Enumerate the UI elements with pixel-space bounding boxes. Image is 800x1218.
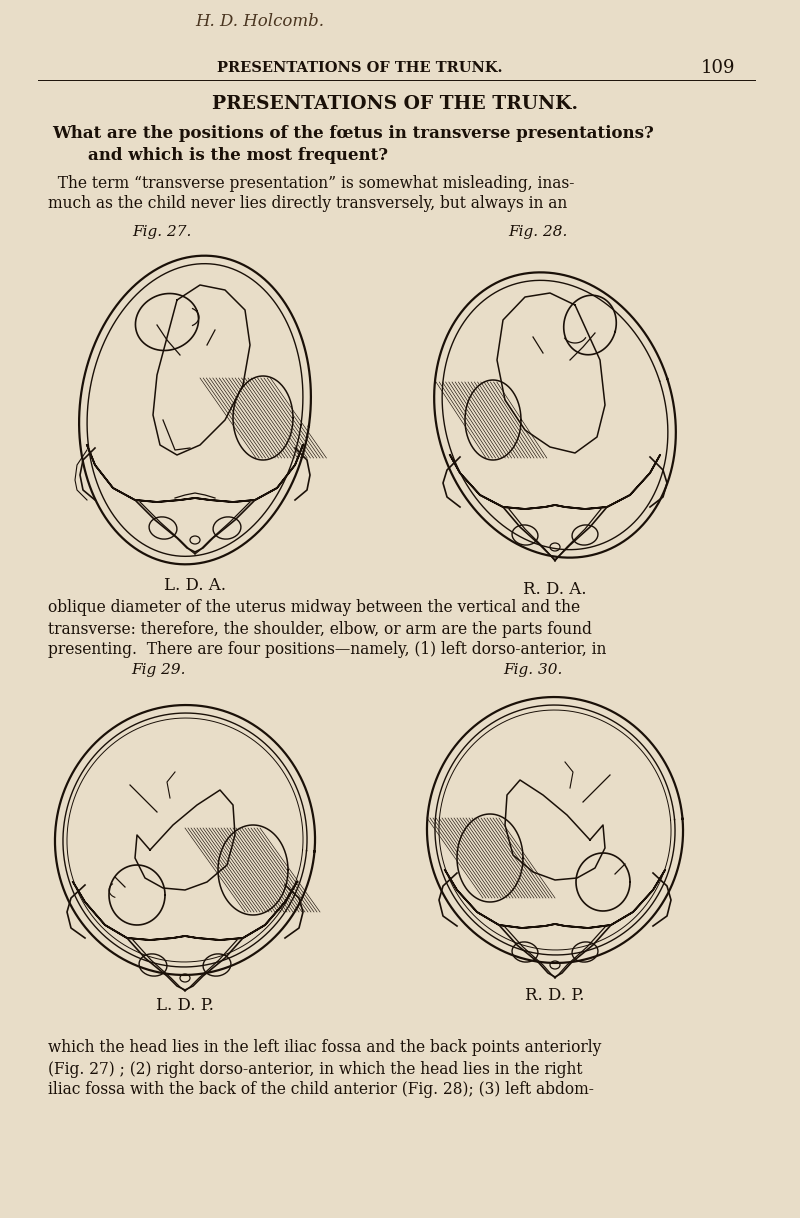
Text: PRESENTATIONS OF THE TRUNK.: PRESENTATIONS OF THE TRUNK. — [218, 61, 502, 76]
Text: iliac fossa with the back of the child anterior (Fig. 28); (3) left abdom-: iliac fossa with the back of the child a… — [48, 1082, 594, 1099]
Text: oblique diameter of the uterus midway between the vertical and the: oblique diameter of the uterus midway be… — [48, 599, 580, 616]
Text: and which is the most frequent?: and which is the most frequent? — [88, 146, 388, 163]
Text: Fig. 28.: Fig. 28. — [508, 225, 568, 239]
Text: transverse: therefore, the shoulder, elbow, or arm are the parts found: transverse: therefore, the shoulder, elb… — [48, 620, 592, 637]
Text: The term “transverse presentation” is somewhat misleading, inas-: The term “transverse presentation” is so… — [48, 174, 574, 191]
Text: Fig. 27.: Fig. 27. — [132, 225, 192, 239]
Text: Fig. 30.: Fig. 30. — [503, 663, 562, 677]
Text: (Fig. 27) ; (2) right dorso-anterior, in which the head lies in the right: (Fig. 27) ; (2) right dorso-anterior, in… — [48, 1061, 582, 1078]
Text: 109: 109 — [701, 58, 735, 77]
Text: L. D. A.: L. D. A. — [164, 576, 226, 593]
Text: Fig 29.: Fig 29. — [130, 663, 186, 677]
Text: which the head lies in the left iliac fossa and the back points anteriorly: which the head lies in the left iliac fo… — [48, 1039, 602, 1056]
Text: R. D. P.: R. D. P. — [526, 987, 585, 1004]
Text: R. D. A.: R. D. A. — [523, 581, 586, 598]
Text: H. D. Holcomb.: H. D. Holcomb. — [195, 13, 324, 30]
Text: L. D. P.: L. D. P. — [156, 996, 214, 1013]
Text: PRESENTATIONS OF THE TRUNK.: PRESENTATIONS OF THE TRUNK. — [212, 95, 578, 113]
Text: much as the child never lies directly transversely, but always in an: much as the child never lies directly tr… — [48, 195, 567, 212]
Text: presenting.  There are four positions—namely, (1) left dorso-anterior, in: presenting. There are four positions—nam… — [48, 642, 606, 659]
Text: What are the positions of the fœtus in transverse presentations?: What are the positions of the fœtus in t… — [52, 124, 654, 141]
